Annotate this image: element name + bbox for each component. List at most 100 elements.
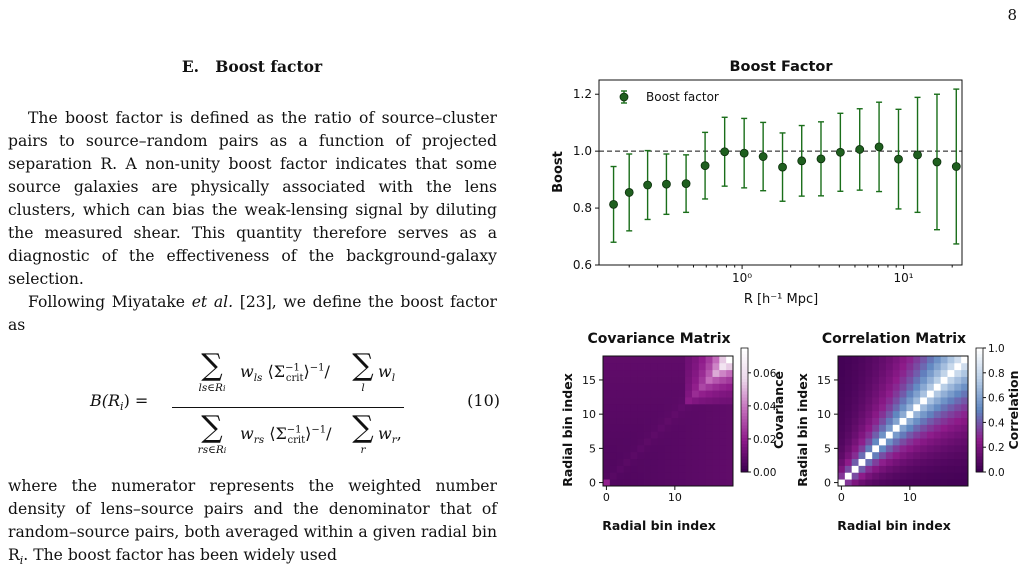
heatmap-cell (719, 356, 727, 364)
heatmap-cell (726, 417, 734, 425)
heatmap-cell (630, 397, 638, 405)
heatmap-cell (838, 431, 846, 439)
heatmap-cell (947, 362, 955, 371)
heatmap-cell (630, 472, 638, 480)
heatmap-cell (650, 403, 659, 412)
heatmap-cell (961, 356, 969, 364)
heatmap-cell (644, 479, 652, 487)
heatmap-cell (616, 465, 624, 473)
heatmap-cell (954, 403, 962, 412)
heatmap-cell (926, 356, 935, 364)
heatmap-cell (664, 356, 672, 364)
heatmap-cell (712, 424, 720, 432)
heatmap-cell (906, 410, 914, 418)
heatmap-cell (712, 479, 720, 487)
heatmap-cell (671, 362, 679, 371)
heatmap-cell (650, 458, 659, 466)
heatmap-cell (719, 403, 727, 412)
den-sigma: ⟨Σ (269, 424, 287, 443)
heatmap-cell (885, 362, 894, 371)
heatmap-cell (603, 397, 611, 405)
colorbar-step (741, 462, 748, 467)
heatmap-cell (926, 397, 935, 405)
num-norm-sum-sub: l (361, 382, 365, 394)
heatmap-cell (954, 444, 962, 453)
heatmap-cell (899, 417, 907, 425)
colorbar-step (741, 413, 748, 417)
heatmap-cell (947, 472, 955, 480)
heatmap-cell (899, 362, 907, 371)
heatmap-cell (685, 424, 693, 432)
heatmap-cell (712, 410, 720, 418)
heatmap-cell (623, 424, 631, 432)
data-point (951, 162, 961, 171)
heatmap-cell (698, 424, 707, 432)
heatmap-cell (858, 362, 866, 371)
heatmap-cell (630, 383, 638, 391)
heatmap-cell (623, 403, 631, 412)
heatmap-cell (726, 438, 734, 446)
sum-symbol: ∑ (352, 348, 374, 383)
heatmap-cell (657, 465, 665, 473)
heatmap-cell (644, 472, 652, 480)
heatmap-cell (920, 362, 928, 371)
heatmap-cell (838, 403, 846, 412)
heatmap-cell (885, 369, 894, 377)
heatmap-cell (698, 465, 707, 473)
colorbar-tick-label: 0.2 (988, 442, 1005, 454)
heatmap-cell (844, 431, 853, 439)
heatmap-cell (623, 444, 631, 453)
heatmap-cell (603, 472, 611, 480)
heatmap-cell (933, 376, 942, 384)
heatmap-cell (678, 410, 686, 418)
heatmap-cell (961, 410, 969, 418)
heatmap-cell (865, 362, 873, 371)
colorbar-step (976, 388, 983, 392)
heatmap-cell (691, 431, 700, 439)
colorbar-tick-label: 0.02 (753, 434, 776, 446)
heatmap-cell (879, 397, 887, 405)
heatmap-cell (609, 472, 618, 480)
heatmap-cell (899, 465, 907, 473)
heatmap-cell (872, 451, 880, 460)
heatmap-cell (691, 362, 700, 371)
heatmap-cell (858, 369, 866, 377)
heatmap-cell (691, 369, 700, 377)
heatmap-cell (623, 376, 631, 384)
heatmap-cell (705, 438, 713, 446)
num-weight-sub: ls (253, 372, 263, 385)
heatmap-cell (623, 362, 631, 371)
heatmap-cell (885, 465, 894, 473)
heatmap-cell (671, 356, 679, 364)
colorbar-step (976, 413, 983, 417)
heatmap-cell (671, 376, 679, 384)
heatmap-cell (685, 383, 693, 391)
heatmap-cell (644, 390, 652, 398)
heatmap-cell (913, 458, 921, 466)
corr-ylabel: Radial bin index (795, 373, 810, 487)
heatmap-cell (726, 356, 734, 364)
heatmap-cell (657, 383, 665, 391)
num-sigma-sup: −1 (285, 362, 300, 374)
heatmap-cell (603, 376, 611, 384)
heatmap-cell (940, 444, 948, 453)
heatmap-cell (844, 369, 853, 377)
heatmap-cell (637, 383, 645, 391)
heatmap-cell (872, 472, 880, 480)
heatmap-cell (691, 376, 700, 384)
heatmap-cell (726, 424, 734, 432)
heatmap-cell (844, 397, 853, 405)
heatmap-cell (933, 472, 942, 480)
heatmap-cell (906, 472, 914, 480)
heatmap-cell (844, 410, 853, 418)
equation-lhs: B(Ri) = (90, 391, 148, 413)
heatmap-cell (616, 376, 624, 384)
heatmap-cell (838, 444, 846, 453)
heatmap-cell (892, 369, 900, 377)
heatmap-cell (712, 458, 720, 466)
colorbar-step (976, 382, 983, 386)
heatmap-cell (616, 417, 624, 425)
colorbar-step (741, 434, 748, 439)
legend-label: Boost factor (646, 90, 719, 104)
colorbar-step (741, 360, 748, 364)
